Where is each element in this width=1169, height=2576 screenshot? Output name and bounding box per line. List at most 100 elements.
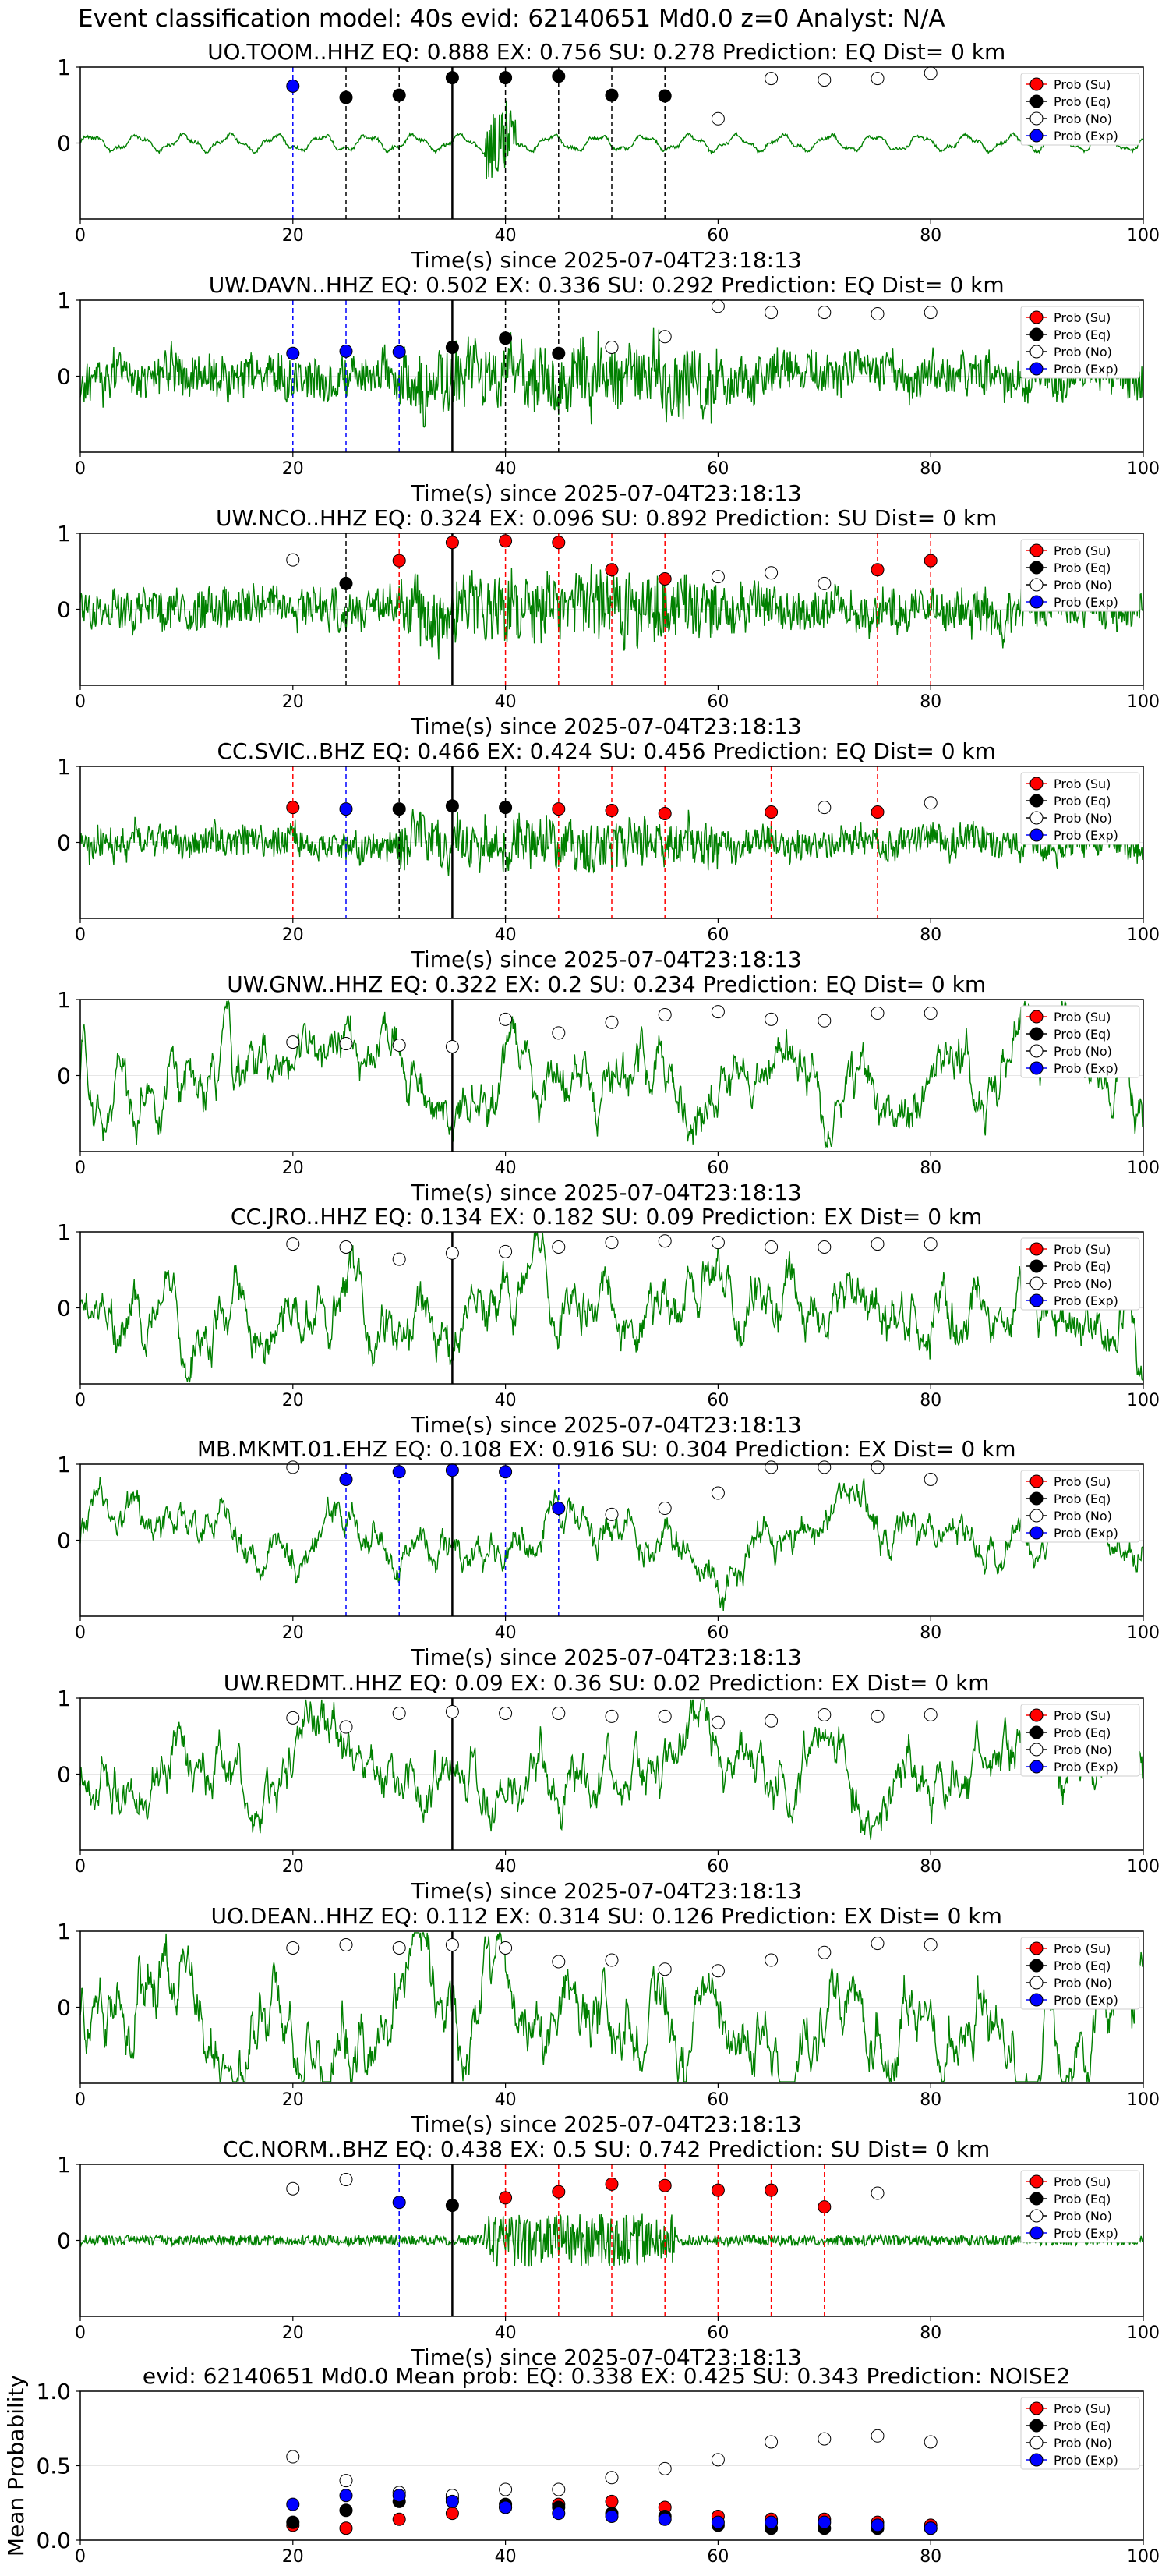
prob-point-no [818,1707,832,1721]
prob-point-no [711,570,725,584]
xtick-label: 80 [920,692,941,712]
xtick-label: 100 [1127,692,1160,712]
legend-label: Prob (Exp) [1054,2453,1118,2468]
xtick-label: 40 [495,226,517,246]
legend: Prob (Su) Prob (Eq) Prob (No) Prob (Exp) [1020,1470,1140,1543]
xtick-label: 0 [75,459,86,479]
prob-point-su [605,563,619,577]
mean-point-eq [286,2515,300,2529]
prob-point-exp [499,1465,513,1479]
prob-point-no [765,1714,779,1728]
prob-point-no [552,1707,566,1720]
xtick-label: 80 [920,925,941,945]
mean-point-exp [445,2494,459,2508]
panel-title: UW.DAVN..HHZ EQ: 0.502 EX: 0.336 SU: 0.2… [209,272,1005,298]
legend-marker [1029,777,1044,791]
prob-point-no [818,306,832,320]
legend-frame [1020,2397,1140,2470]
legend-marker [1029,94,1044,108]
xtick-label: 40 [495,2090,517,2110]
station-panel: UW.REDMT..HHZ EQ: 0.09 EX: 0.36 SU: 0.02… [57,1670,1160,1904]
ytick-label: 0 [57,1528,71,1554]
prob-point-no [499,1244,513,1258]
xtick-label: 20 [282,1159,304,1178]
station-panel: UW.GNW..HHZ EQ: 0.322 EX: 0.2 SU: 0.234 … [57,971,1160,1205]
xtick-label: 40 [495,2547,517,2567]
prob-point-su [605,804,619,818]
xtick-label: 0 [75,1857,86,1877]
series-exp [286,2489,938,2535]
prob-point-su [552,2185,566,2199]
legend: Prob (Su) Prob (Eq) Prob (No) Prob (Exp) [1020,73,1140,146]
prob-point-eq [445,2199,459,2213]
prob-point-exp [392,345,406,359]
legend: Prob (Su) Prob (Eq) Prob (No) Prob (Exp) [1020,1237,1140,1311]
mean-point-no [339,2474,353,2488]
mean-point-no [499,2482,513,2496]
legend-label: Prob (Eq) [1054,1027,1111,1042]
waveform-trace [79,327,1143,428]
xtick-label: 20 [282,1391,304,1410]
xtick-label: 80 [920,1623,941,1643]
ytick-label: 1 [57,288,71,313]
mean-point-exp [499,2500,513,2514]
legend-label: Prob (No) [1054,1743,1112,1757]
xtick-label: 0 [75,925,86,945]
legend-marker [1029,1259,1044,1273]
prob-point-no [445,1938,459,1952]
legend-marker [1029,345,1044,359]
legend-marker [1029,1959,1044,1973]
legend-frame [1020,1704,1140,1777]
legend-label: Prob (Eq) [1054,1725,1111,1740]
legend-label: Prob (Exp) [1054,1526,1118,1541]
mean-point-exp [818,2515,832,2529]
panel-title: UO.TOOM..HHZ EQ: 0.888 EX: 0.756 SU: 0.2… [207,39,1005,65]
prob-point-su [552,536,566,550]
prob-point-no [392,1252,406,1266]
station-panel: MB.MKMT.01.EHZ EQ: 0.108 EX: 0.916 SU: 0… [57,1436,1160,1670]
legend-label: Prob (Exp) [1054,1760,1118,1775]
prob-point-no [765,566,779,580]
mean-point-exp [658,2512,672,2526]
legend-marker [1029,1725,1044,1739]
prob-point-no [711,111,725,126]
prob-point-exp [339,1473,353,1486]
legend-label: Prob (Exp) [1054,129,1118,143]
legend: Prob (Su) Prob (Eq) Prob (No) Prob (Exp) [1020,2170,1140,2243]
legend: Prob (Su) Prob (Eq) Prob (No) Prob (Exp) [1020,2397,1140,2470]
prob-point-su [286,801,300,815]
prob-point-no [924,1237,938,1251]
prob-point-no [445,1039,459,1053]
mean-point-su [445,2507,459,2521]
xtick-label: 0 [75,1159,86,1178]
station-panel: UO.DEAN..HHZ EQ: 0.112 EX: 0.314 SU: 0.1… [57,1903,1160,2137]
xtick-label: 80 [920,1857,941,1877]
xtick-label: 100 [1127,925,1160,945]
legend-marker [1029,129,1044,143]
xtick-label: 20 [282,692,304,712]
xtick-label: 80 [920,2090,941,2110]
prob-point-no [765,72,779,86]
prob-point-no [711,1715,725,1729]
prob-point-no [605,340,619,354]
legend-label: Prob (No) [1054,578,1112,593]
legend-label: Prob (Su) [1054,1941,1111,1956]
prob-point-no [818,1014,832,1028]
legend-label: Prob (Su) [1054,2174,1111,2189]
prob-point-eq [445,340,459,354]
xtick-label: 20 [282,2323,304,2343]
legend-marker [1029,2436,1044,2450]
prob-point-eq [499,71,513,85]
prob-point-exp [552,1502,566,1516]
prob-point-no [286,1035,300,1049]
legend-marker [1029,595,1044,609]
legend-frame [1020,772,1140,845]
x-axis-label: Time(s) since 2025-07-04T23:18:13 [411,1180,802,1205]
xtick-label: 20 [282,226,304,246]
station-panel: CC.NORM..BHZ EQ: 0.438 EX: 0.5 SU: 0.742… [57,2136,1160,2370]
prob-point-no [658,330,672,344]
prob-point-su [445,536,459,550]
prob-point-no [605,1236,619,1250]
prob-point-no [711,1236,725,1250]
